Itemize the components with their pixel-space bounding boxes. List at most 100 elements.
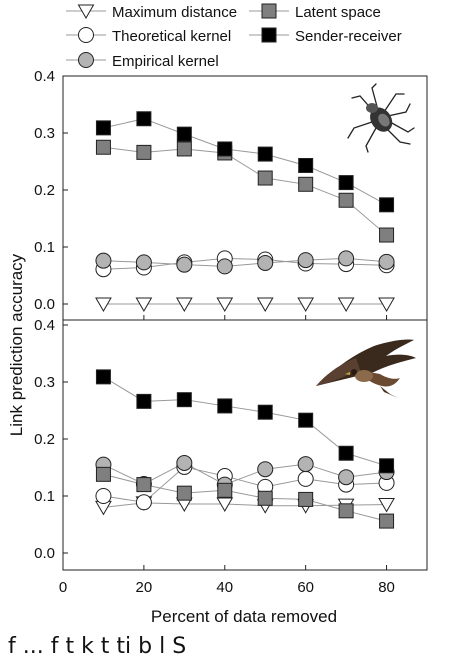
legend-entry: Sender-receiver bbox=[249, 27, 402, 45]
x-tick-label: 20 bbox=[136, 579, 153, 596]
data-point bbox=[257, 404, 273, 420]
data-point bbox=[95, 252, 112, 269]
data-point bbox=[257, 146, 273, 162]
data-point bbox=[298, 157, 314, 173]
data-point bbox=[298, 176, 314, 192]
x-tick-label: 60 bbox=[297, 579, 314, 596]
series-latent-space bbox=[95, 139, 395, 243]
data-point bbox=[298, 412, 314, 428]
data-point bbox=[297, 470, 314, 487]
data-point bbox=[136, 144, 152, 160]
data-point bbox=[337, 297, 355, 313]
legend-entry: Maximum distance bbox=[66, 4, 237, 21]
data-point bbox=[216, 258, 233, 275]
data-point bbox=[338, 175, 354, 191]
data-point bbox=[297, 252, 314, 269]
data-point bbox=[136, 111, 152, 127]
spider-illustration bbox=[347, 83, 415, 153]
data-point bbox=[378, 498, 395, 513]
data-point bbox=[297, 297, 315, 313]
data-point bbox=[136, 393, 152, 409]
caption-fragment: f ... f t k t ti b l S bbox=[8, 634, 187, 659]
data-point bbox=[95, 139, 111, 155]
series-latent-space bbox=[95, 466, 395, 529]
data-point bbox=[175, 297, 193, 313]
hawk-illustration bbox=[316, 339, 416, 398]
data-point bbox=[217, 482, 233, 498]
data-point bbox=[176, 485, 192, 501]
y-tick-label: 0.4 bbox=[34, 68, 55, 85]
data-point bbox=[257, 254, 274, 271]
data-point bbox=[135, 297, 153, 313]
data-point bbox=[338, 250, 355, 267]
x-axis-label: Percent of data removed bbox=[151, 607, 337, 626]
data-point bbox=[135, 254, 152, 271]
legend-entry: Latent space bbox=[249, 3, 381, 21]
data-point bbox=[95, 369, 111, 385]
series-line-latent-space bbox=[103, 146, 387, 236]
data-point bbox=[176, 141, 192, 157]
data-point bbox=[338, 503, 354, 519]
y-tick-label: 0.1 bbox=[34, 239, 55, 256]
data-point bbox=[176, 256, 193, 273]
data-point bbox=[257, 461, 274, 478]
legend-label: Sender-receiver bbox=[295, 28, 402, 45]
y-tick-label: 0.3 bbox=[34, 125, 55, 142]
y-tick-label: 0.2 bbox=[34, 431, 55, 448]
data-point bbox=[257, 490, 273, 506]
legend-marker bbox=[261, 27, 277, 43]
series-maximum-distance bbox=[95, 297, 395, 313]
data-point bbox=[338, 192, 354, 208]
legend-entry: Empirical kernel bbox=[66, 52, 219, 70]
data-point bbox=[176, 126, 192, 142]
y-axis-label: Link prediction accuracy bbox=[7, 253, 26, 436]
data-point bbox=[176, 454, 193, 471]
bottom-panel: 0.0 0.1 0.2 0.3 0.4 0 20 40 60 80 bbox=[34, 317, 428, 596]
data-point bbox=[95, 466, 111, 482]
data-point bbox=[379, 227, 395, 243]
legend-marker bbox=[77, 4, 95, 20]
data-point bbox=[217, 398, 233, 414]
legend-label: Theoretical kernel bbox=[112, 28, 231, 45]
data-point bbox=[379, 513, 395, 529]
y-tick-label: 0.4 bbox=[34, 317, 55, 334]
x-tick-label: 80 bbox=[378, 579, 395, 596]
y-tick-label: 0.2 bbox=[34, 182, 55, 199]
data-point bbox=[256, 297, 274, 313]
series-sender-receiver bbox=[95, 369, 395, 474]
series-line-sender-receiver bbox=[103, 118, 387, 206]
data-point bbox=[379, 458, 395, 474]
data-point bbox=[338, 445, 354, 461]
legend-label: Empirical kernel bbox=[112, 53, 219, 70]
series-empirical-kernel bbox=[95, 250, 395, 275]
plot-frame bbox=[62, 319, 428, 571]
data-point bbox=[257, 170, 273, 186]
y-tick-label: 0.0 bbox=[34, 545, 55, 562]
data-point bbox=[136, 477, 152, 493]
legend: Maximum distance Latent space Theoretical … bbox=[66, 3, 402, 70]
data-point bbox=[297, 456, 314, 473]
legend-marker bbox=[261, 3, 277, 19]
data-point bbox=[298, 491, 314, 507]
series-sender-receiver bbox=[95, 111, 395, 213]
data-point bbox=[176, 392, 192, 408]
y-tick-label: 0.1 bbox=[34, 488, 55, 505]
y-tick-label: 0.0 bbox=[34, 296, 55, 313]
top-panel: 0.0 0.1 0.2 0.3 0.4 bbox=[34, 68, 428, 321]
data-point bbox=[338, 469, 355, 486]
y-tick-label: 0.3 bbox=[34, 374, 55, 391]
x-tick-label: 40 bbox=[216, 579, 233, 596]
data-point bbox=[95, 297, 112, 313]
data-point bbox=[95, 488, 112, 504]
data-point bbox=[378, 297, 395, 313]
data-point bbox=[216, 497, 234, 512]
data-point bbox=[378, 253, 395, 270]
data-point bbox=[216, 297, 234, 313]
data-point bbox=[217, 141, 233, 157]
data-point bbox=[135, 494, 152, 511]
legend-entry: Theoretical kernel bbox=[66, 27, 231, 45]
data-point bbox=[95, 120, 111, 136]
legend-marker bbox=[78, 27, 94, 43]
legend-marker bbox=[78, 52, 94, 68]
